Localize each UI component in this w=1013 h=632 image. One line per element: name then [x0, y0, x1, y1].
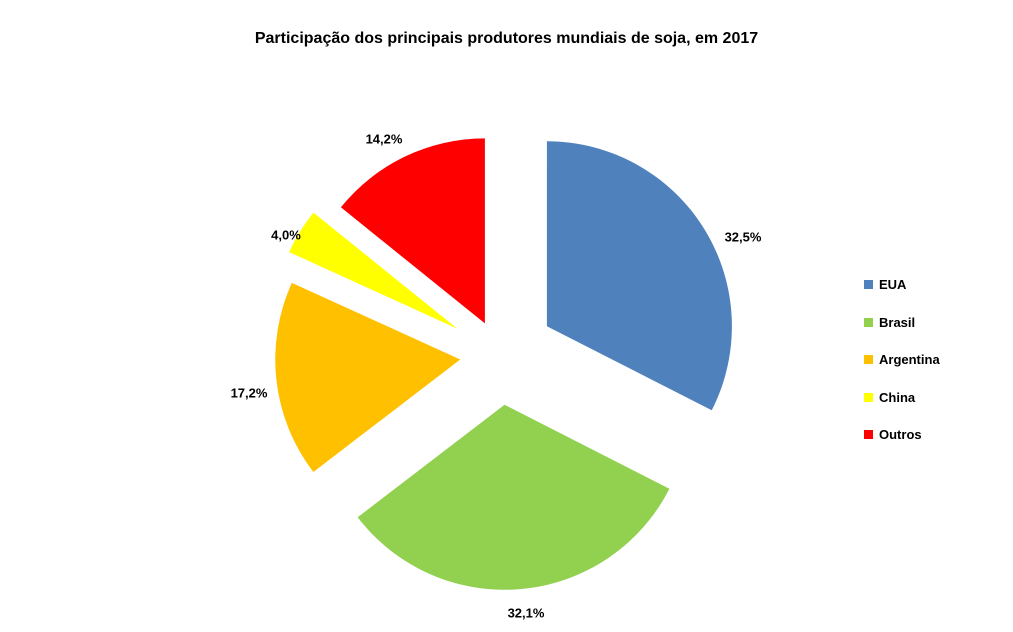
legend: EUA Brasil Argentina China Outros — [864, 275, 940, 463]
legend-label: Brasil — [879, 314, 916, 330]
legend-item-eua: EUA — [864, 275, 940, 294]
legend-item-outros: Outros — [864, 425, 940, 444]
legend-swatch — [864, 430, 873, 439]
legend-item-argentina: Argentina — [864, 350, 940, 369]
pie-slice-brasil — [357, 404, 670, 590]
data-label-eua: 32,5% — [725, 229, 762, 244]
pie-slice-china — [289, 212, 458, 329]
data-label-brasil: 32,1% — [508, 605, 545, 620]
pie-slice-eua — [546, 141, 732, 411]
legend-label: Argentina — [879, 352, 940, 367]
pie-slice-argentina — [275, 282, 461, 472]
legend-swatch — [864, 355, 873, 364]
legend-swatch — [864, 392, 873, 402]
legend-item-brasil: Brasil — [864, 313, 940, 332]
legend-label: EUA — [879, 277, 907, 292]
chart-title: Participação dos principais produtores m… — [254, 30, 759, 47]
legend-label: Outros — [879, 427, 922, 442]
legend-swatch — [864, 317, 873, 327]
data-label-china: 4,0% — [271, 227, 301, 242]
legend-label: China — [879, 389, 916, 405]
data-label-outros: 14,2% — [366, 131, 403, 146]
legend-swatch — [864, 280, 873, 289]
pie-slice-outros — [340, 138, 485, 324]
data-label-argentina: 17,2% — [231, 385, 268, 400]
legend-item-china: China — [864, 388, 940, 407]
